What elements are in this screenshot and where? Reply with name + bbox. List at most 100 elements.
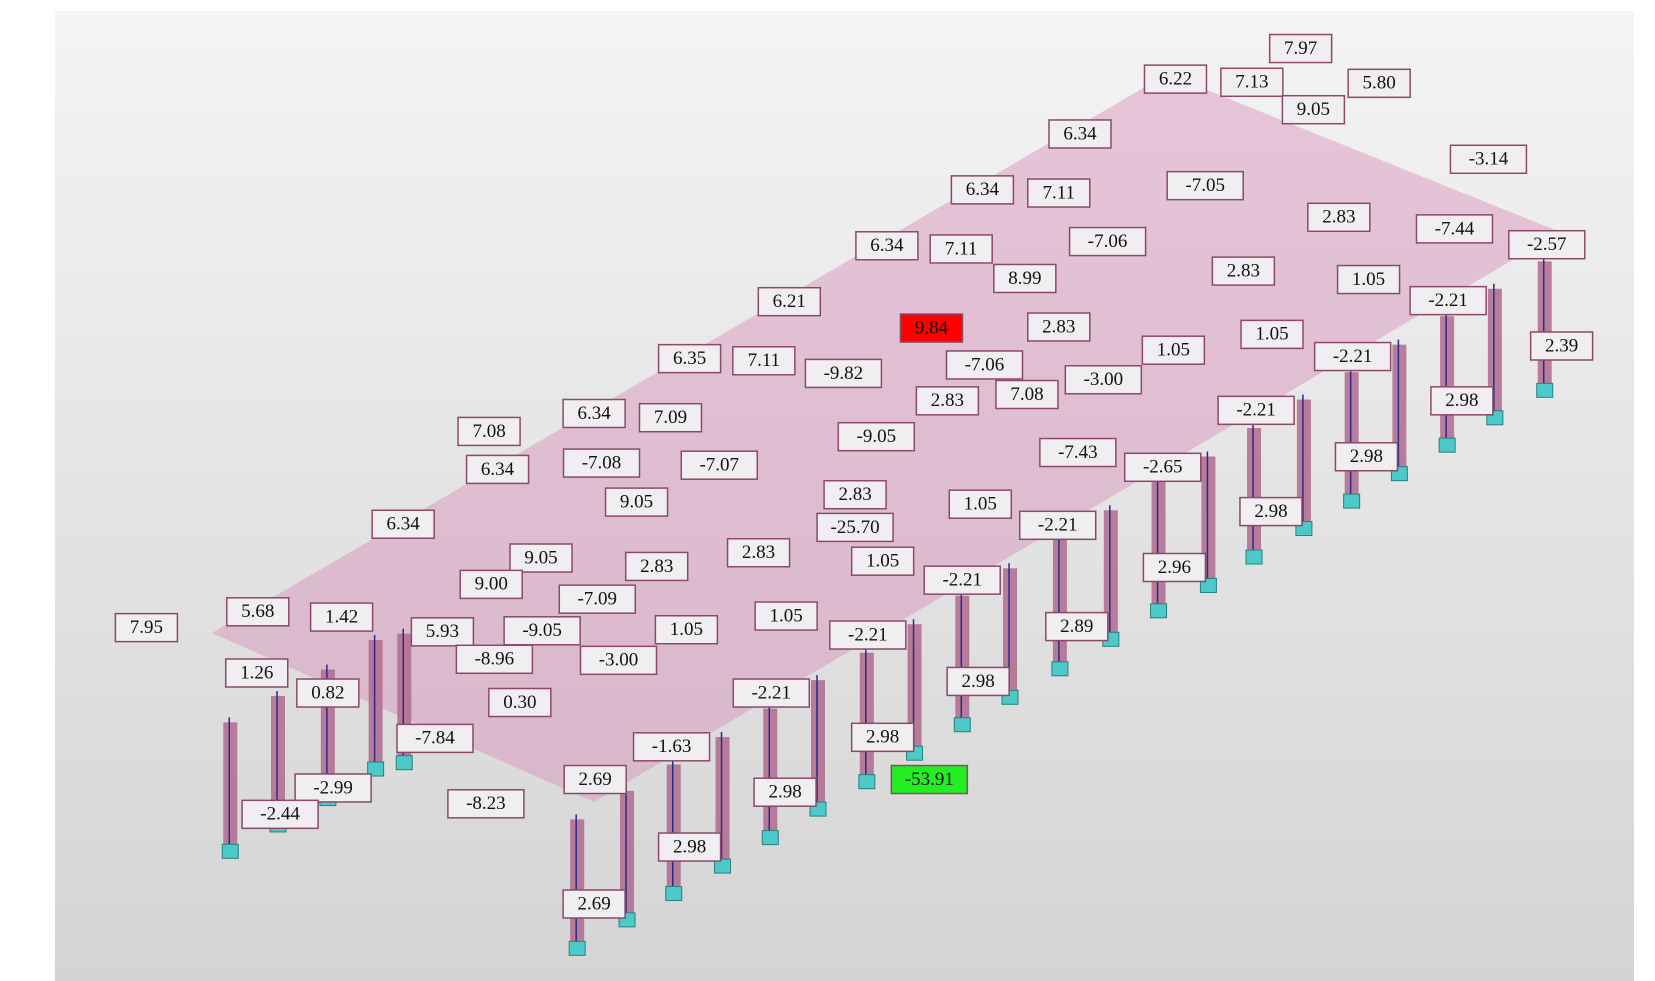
column bbox=[1247, 428, 1262, 554]
label-text: 7.08 bbox=[1010, 384, 1043, 405]
label-box bbox=[562, 398, 626, 429]
label-box bbox=[945, 350, 1024, 380]
label-text: -7.05 bbox=[1185, 175, 1225, 196]
label-text: 9.05 bbox=[524, 547, 557, 568]
label-box bbox=[1211, 256, 1276, 286]
label-box bbox=[1430, 386, 1494, 416]
column bbox=[1487, 288, 1502, 414]
label-box bbox=[1220, 67, 1284, 98]
label-box bbox=[447, 789, 525, 819]
label-text: -9.05 bbox=[857, 426, 897, 447]
label-text: -3.00 bbox=[599, 650, 639, 671]
label-box bbox=[732, 678, 811, 708]
column bbox=[1003, 568, 1018, 694]
label-text: 5.68 bbox=[241, 601, 274, 622]
label-box bbox=[410, 617, 475, 647]
label-box bbox=[558, 584, 637, 614]
label-text: 2.98 bbox=[768, 782, 801, 803]
column bbox=[811, 680, 826, 806]
support bbox=[1150, 603, 1168, 619]
label-box bbox=[923, 565, 1001, 595]
label-text: 0.82 bbox=[311, 682, 344, 703]
label-box bbox=[1508, 229, 1586, 260]
label-box bbox=[915, 386, 980, 416]
label-box bbox=[1217, 395, 1295, 426]
support bbox=[367, 761, 385, 777]
label-box bbox=[562, 448, 641, 478]
label-box bbox=[1281, 94, 1346, 125]
label-text: -7.09 bbox=[577, 589, 617, 610]
support bbox=[1051, 661, 1069, 677]
label-box bbox=[396, 723, 474, 754]
label-box bbox=[1143, 64, 1208, 94]
label-text: -7.06 bbox=[1088, 231, 1128, 252]
column bbox=[223, 722, 238, 848]
column bbox=[1392, 344, 1407, 470]
label-text: 2.69 bbox=[579, 769, 612, 790]
label-box bbox=[890, 764, 969, 795]
label-box bbox=[309, 602, 374, 632]
label-text: -3.00 bbox=[1084, 369, 1124, 390]
label-text: 2.83 bbox=[742, 542, 775, 563]
label-box bbox=[1027, 178, 1091, 208]
label-box bbox=[753, 777, 817, 807]
label-text: 2.39 bbox=[1545, 335, 1578, 356]
label-text: -2.21 bbox=[942, 570, 982, 591]
label-box bbox=[1313, 341, 1392, 372]
label-text: -53.91 bbox=[905, 769, 954, 790]
label-text: -2.99 bbox=[313, 777, 353, 798]
label-text: 1.26 bbox=[240, 662, 273, 683]
label-box bbox=[850, 722, 915, 753]
label-box bbox=[816, 512, 894, 543]
label-text: -8.23 bbox=[466, 793, 506, 814]
labels: 7.97 6.22 7.13 5.80 9.05 6.34 -3.14 -7.05 6.34 7.… bbox=[114, 33, 1594, 919]
label-box bbox=[929, 234, 993, 264]
label-box bbox=[899, 313, 964, 343]
label-box bbox=[1068, 226, 1147, 257]
label-text: 6.21 bbox=[773, 291, 806, 312]
label-box bbox=[837, 421, 916, 452]
label-box bbox=[1064, 364, 1143, 395]
label-text: 6.34 bbox=[481, 459, 515, 480]
column bbox=[1052, 539, 1067, 665]
label-text: -2.21 bbox=[1236, 400, 1276, 421]
label-text: 6.34 bbox=[1063, 123, 1097, 144]
column bbox=[907, 624, 922, 750]
label-text: -8.96 bbox=[475, 649, 515, 670]
label-text: 9.05 bbox=[1297, 99, 1330, 120]
label-text: -7.06 bbox=[965, 354, 1005, 375]
label-text: 2.98 bbox=[1254, 501, 1287, 522]
label-box bbox=[995, 379, 1059, 410]
column bbox=[859, 652, 874, 778]
label-text: 2.98 bbox=[673, 836, 706, 857]
label-box bbox=[823, 479, 887, 510]
label-box bbox=[757, 286, 822, 317]
label-box bbox=[1045, 611, 1109, 642]
label-box bbox=[1048, 119, 1112, 149]
label-text: -9.82 bbox=[824, 363, 864, 384]
label-box bbox=[1123, 452, 1202, 483]
label-box bbox=[829, 620, 907, 650]
label-box bbox=[226, 597, 290, 627]
label-box bbox=[855, 231, 919, 261]
column bbox=[570, 819, 585, 945]
support bbox=[665, 886, 683, 902]
label-text: -7.84 bbox=[415, 728, 455, 749]
label-text: 7.95 bbox=[130, 617, 163, 638]
label-text: 1.05 bbox=[1255, 324, 1288, 345]
label-box bbox=[850, 546, 915, 576]
label-text: -2.21 bbox=[751, 682, 791, 703]
support bbox=[1245, 549, 1263, 565]
label-text: 2.83 bbox=[838, 484, 871, 505]
label-text: 2.83 bbox=[1322, 207, 1355, 228]
column bbox=[620, 790, 635, 916]
label-box bbox=[562, 889, 626, 919]
label-text: 6.34 bbox=[387, 514, 421, 535]
support bbox=[953, 717, 971, 733]
column bbox=[1201, 456, 1216, 582]
label-box bbox=[1268, 33, 1333, 64]
label-text: 2.98 bbox=[866, 727, 899, 748]
label-text: -2.21 bbox=[1038, 515, 1078, 536]
column bbox=[1537, 261, 1552, 387]
